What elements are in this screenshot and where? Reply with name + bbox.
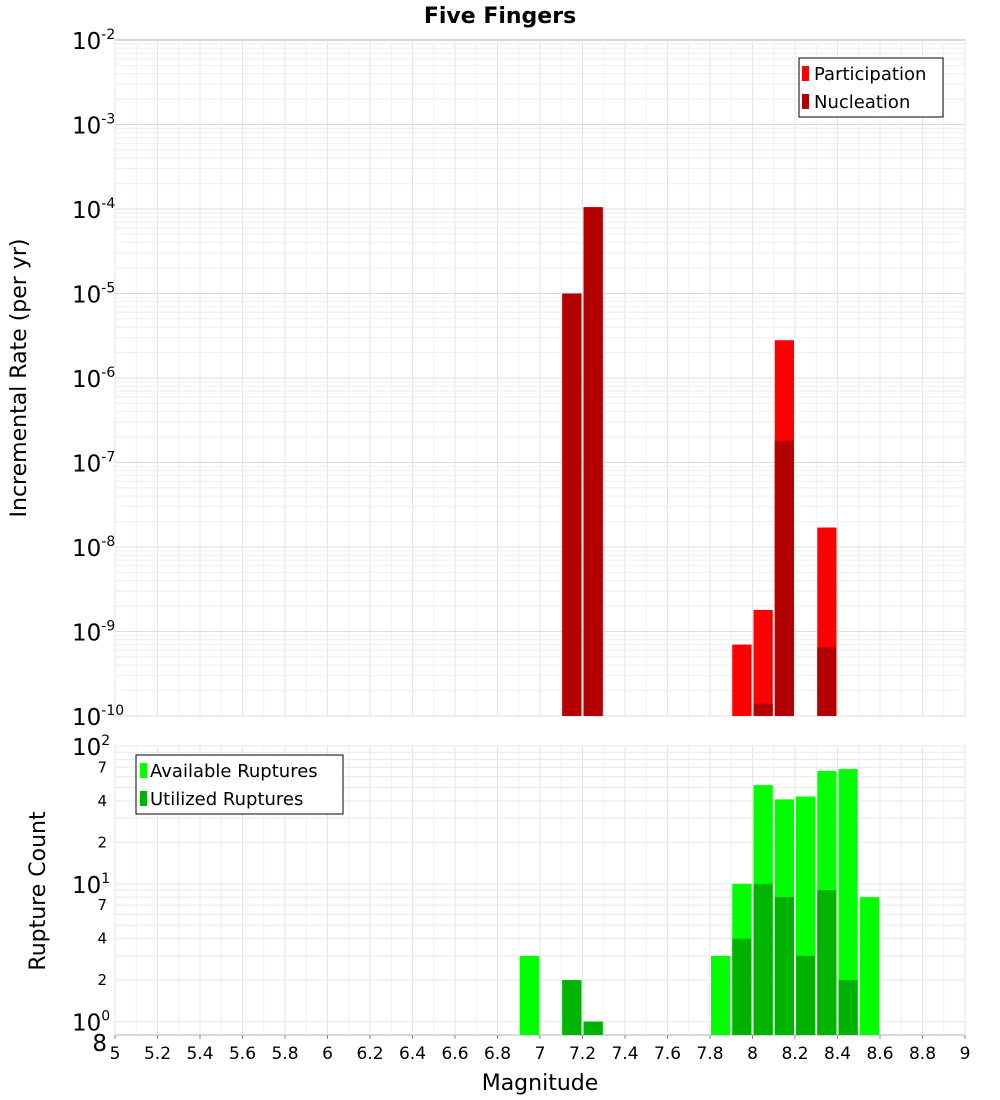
- x-tick-label: 5.6: [229, 1044, 256, 1064]
- x-tick-label: 7.2: [569, 1044, 596, 1064]
- x-tick-label: 8.2: [781, 1044, 808, 1064]
- bottom-y-minor-tick-label: 4: [97, 930, 107, 948]
- utilized-ruptures-bar: [732, 938, 752, 1035]
- utilized-ruptures-bar: [774, 897, 794, 1035]
- nucleation-bar: [583, 207, 603, 716]
- available-ruptures-bar: [838, 769, 858, 1035]
- top-gridlines: [114, 40, 966, 717]
- legend-label-utilized: Utilized Ruptures: [150, 789, 303, 810]
- bottom-y-tick-labels: 102 101 100 7 4 2 7 4 2 8: [72, 733, 110, 1057]
- bottom-y-major-tick-label: 100: [72, 1009, 110, 1037]
- bottom-legend-box: [135, 754, 344, 815]
- top-y-tick-label: 10-3: [72, 112, 115, 140]
- bottom-y-major-tick-label: 102: [72, 733, 110, 761]
- x-tick-label: 5.8: [271, 1044, 298, 1064]
- x-tick-label: 6: [322, 1044, 333, 1064]
- bottom-y-axis-label: Rupture Count: [26, 811, 51, 971]
- utilized-ruptures-bar: [562, 980, 582, 1035]
- x-axis-label: Magnitude: [482, 1071, 599, 1096]
- x-tick-label: 7.6: [654, 1044, 681, 1064]
- top-y-tick-label: 10-7: [72, 450, 115, 478]
- top-y-tick-label: 10-6: [72, 365, 115, 393]
- nucleation-bar: [562, 293, 582, 716]
- top-y-tick-label: 10-10: [72, 703, 124, 731]
- bottom-y-minor-tick-label: 2: [97, 971, 107, 989]
- bottom-y-major-tick-label: 101: [72, 871, 110, 899]
- utilized-ruptures-bar: [817, 890, 837, 1035]
- nucleation-bar: [817, 647, 837, 716]
- top-y-tick-label: 10-9: [72, 619, 115, 647]
- legend-swatch-nucleation: [802, 94, 809, 109]
- x-tick-label: 6.4: [399, 1044, 426, 1064]
- x-tick-label: 7.8: [696, 1044, 723, 1064]
- x-tick-label: 5.4: [186, 1044, 213, 1064]
- top-legend: Participation Nucleation: [798, 57, 944, 118]
- available-ruptures-bar: [859, 897, 879, 1035]
- x-tick-label: 7.4: [611, 1044, 638, 1064]
- top-y-tick-label: 10-8: [72, 534, 115, 562]
- legend-label-available: Available Ruptures: [150, 761, 318, 782]
- x-tick-label: 5.2: [144, 1044, 171, 1064]
- x-tick-labels: 5 5.2 5.4 5.6 5.8 6 6.2 6.4 6.6 6.8 7 7.2 7.4 7.6 7.8 8…: [110, 1035, 971, 1064]
- bottom-bars: [519, 769, 879, 1035]
- bottom-legend: Available Ruptures Utilized Ruptures: [135, 754, 344, 815]
- participation-bar: [732, 644, 752, 716]
- available-ruptures-bar: [711, 955, 731, 1035]
- bottom-y-minor-tick-label: 2: [97, 833, 107, 851]
- utilized-ruptures-bar: [796, 955, 816, 1035]
- top-y-tick-label: 10-2: [72, 27, 115, 55]
- x-tick-label: 8: [747, 1044, 758, 1064]
- top-bars: [562, 207, 837, 716]
- x-tick-label: 6.8: [484, 1044, 511, 1064]
- legend-swatch-participation: [802, 66, 809, 81]
- x-tick-label: 8.8: [909, 1044, 936, 1064]
- bottom-y-minor-tick-label: 4: [97, 792, 107, 810]
- utilized-ruptures-bar: [838, 980, 858, 1035]
- utilized-ruptures-bar: [583, 1021, 603, 1035]
- participation-bar: [753, 609, 773, 716]
- top-y-tick-label: 10-4: [72, 196, 115, 224]
- x-tick-label: 6.2: [356, 1044, 383, 1064]
- bottom-y-minor-tick-label: 8: [92, 1031, 107, 1057]
- legend-swatch-available: [140, 763, 147, 778]
- x-tick-label: 6.6: [441, 1044, 468, 1064]
- top-y-axis-label: Incremental Rate (per yr): [7, 239, 32, 518]
- bottom-y-minor-tick-label: 7: [97, 896, 107, 914]
- legend-label-participation: Participation: [814, 64, 926, 85]
- x-tick-label: 5: [110, 1044, 121, 1064]
- x-tick-label: 8.4: [824, 1044, 851, 1064]
- top-y-tick-label: 10-5: [72, 281, 115, 309]
- top-legend-box: [798, 57, 944, 118]
- legend-label-nucleation: Nucleation: [814, 92, 910, 113]
- x-tick-label: 9: [960, 1044, 971, 1064]
- bottom-y-minor-tick-label: 7: [97, 758, 107, 776]
- top-panel: 10-2 10-3 10-4 10-5 10-6 10-7 10-8 10-9 10-10 In…: [7, 27, 966, 731]
- top-y-tick-labels: 10-2 10-3 10-4 10-5 10-6 10-7 10-8 10-9 10-10: [72, 27, 124, 731]
- nucleation-bar: [753, 703, 773, 716]
- utilized-ruptures-bar: [753, 883, 773, 1035]
- available-ruptures-bar: [519, 955, 539, 1035]
- x-tick-label: 7: [535, 1044, 546, 1064]
- bottom-panel: 102 101 100 7 4 2 7 4 2 8 5 5.2 5.4 5.6 5.8 6 6.2 6.4 6.6…: [26, 733, 970, 1096]
- x-tick-label: 8.6: [866, 1044, 893, 1064]
- legend-swatch-utilized: [140, 791, 147, 806]
- nucleation-bar: [774, 440, 794, 716]
- chart-title: Five Fingers: [424, 4, 576, 29]
